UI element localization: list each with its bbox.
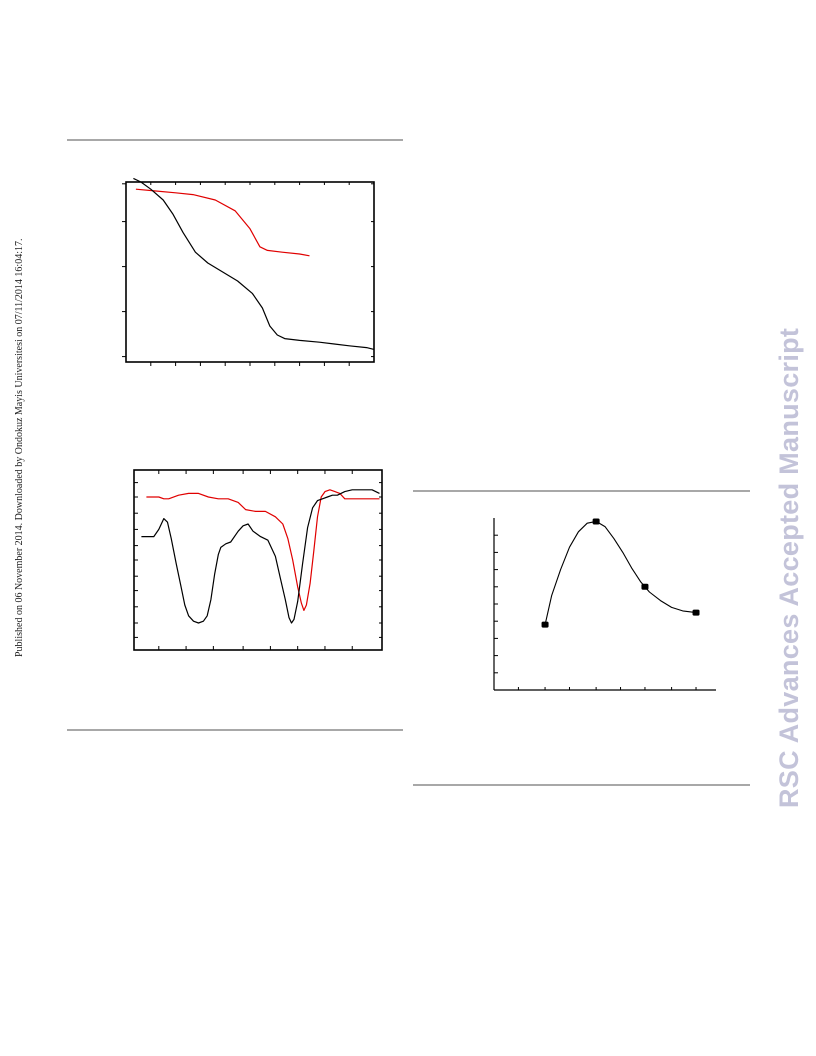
data-point	[692, 609, 700, 616]
section-rule-top-right	[413, 490, 750, 492]
plot-frame	[133, 469, 383, 651]
fit-curve	[544, 520, 697, 625]
chart-3	[493, 518, 716, 691]
section-rule-bottom-right	[413, 784, 750, 786]
section-rule-bottom-left	[67, 729, 403, 731]
plot-frame	[125, 181, 375, 363]
series-red-line	[135, 188, 310, 257]
accepted-manuscript-watermark: RSC Advances Accepted Manuscript	[774, 327, 804, 808]
series-black-line	[133, 177, 375, 350]
data-point	[541, 621, 549, 628]
data-point	[592, 518, 600, 525]
publication-note: Published on 06 November 2014. Downloade…	[14, 238, 25, 657]
series-black-line	[141, 489, 380, 624]
section-rule-top-left	[67, 139, 403, 141]
series-red-line	[146, 489, 380, 611]
data-point	[641, 583, 649, 590]
chart-2	[133, 469, 383, 651]
chart-1	[122, 177, 375, 366]
